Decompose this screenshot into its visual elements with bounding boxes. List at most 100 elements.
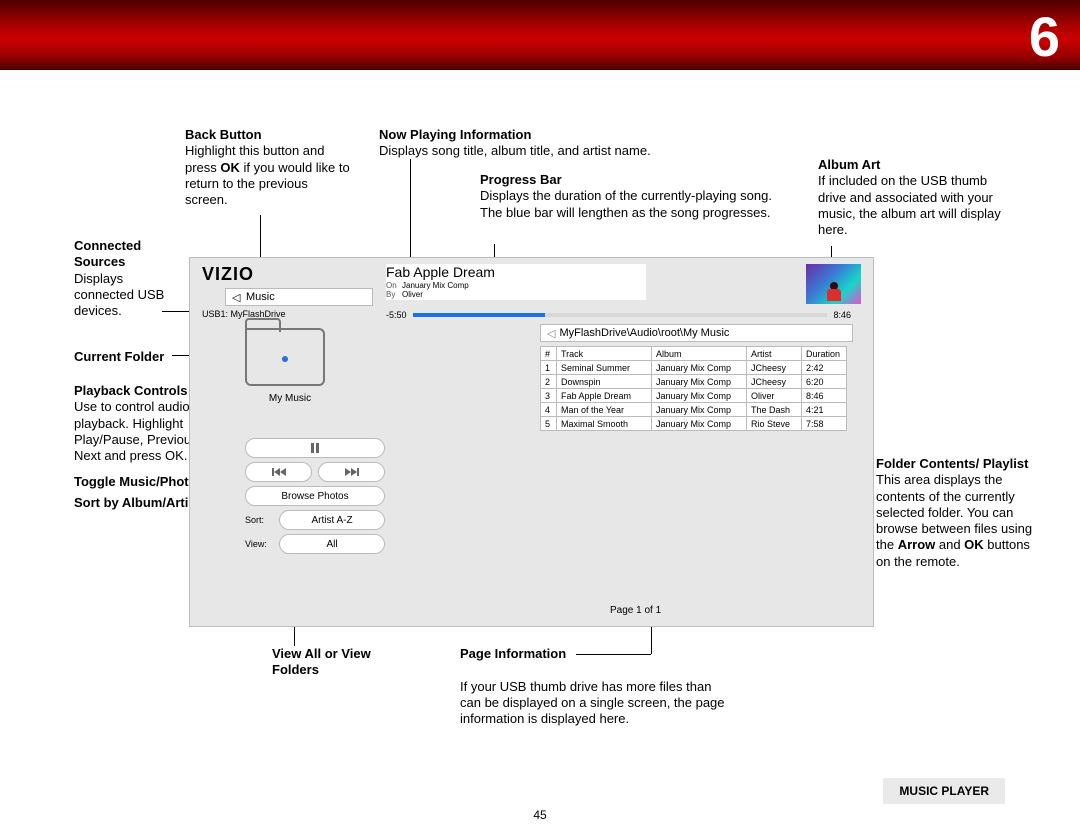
table-row[interactable]: 3Fab Apple DreamJanuary Mix CompOliver8:…	[541, 389, 847, 403]
callout-body: Highlight this button and press OK if yo…	[185, 143, 350, 207]
leader-line	[576, 654, 651, 655]
table-row[interactable]: 5Maximal SmoothJanuary Mix CompRio Steve…	[541, 417, 847, 431]
table-cell: 8:46	[802, 389, 847, 403]
track-table: #TrackAlbumArtistDuration 1Seminal Summe…	[540, 346, 847, 431]
brand-logo: VIZIO	[202, 264, 254, 285]
leader-line	[410, 159, 411, 271]
table-cell: 2	[541, 375, 557, 389]
table-cell: January Mix Comp	[652, 389, 747, 403]
table-cell: January Mix Comp	[652, 403, 747, 417]
callout-progress: Progress Bar Displays the duration of th…	[480, 172, 780, 221]
table-row[interactable]: 2DownspinJanuary Mix CompJCheesy6:20	[541, 375, 847, 389]
table-cell: 4	[541, 403, 557, 417]
now-playing-info: Fab Apple Dream OnJanuary Mix Comp ByOli…	[386, 264, 646, 300]
progress-bar[interactable]	[413, 313, 828, 317]
column-header: Duration	[802, 347, 847, 361]
next-button[interactable]	[318, 462, 385, 482]
callout-body: Displays the duration of the currently-p…	[480, 188, 772, 219]
play-pause-button[interactable]	[245, 438, 385, 458]
callout-page-info: Page Information If your USB thumb drive…	[460, 646, 730, 727]
progress-row: -5:50 8:46	[386, 310, 851, 320]
album-art-figure	[825, 282, 843, 304]
callout-title: Folder Contents/ Playlist	[876, 456, 1028, 471]
table-cell: Seminal Summer	[557, 361, 652, 375]
leader-line	[651, 626, 652, 654]
callout-current-folder: Current Folder	[74, 349, 194, 365]
column-header: Track	[557, 347, 652, 361]
breadcrumb-label: Music	[246, 291, 275, 303]
time-total: 8:46	[833, 310, 851, 320]
callout-title: Album Art	[818, 157, 880, 172]
breadcrumb[interactable]: ◁ Music	[225, 288, 373, 306]
table-row[interactable]: 1Seminal SummerJanuary Mix CompJCheesy2:…	[541, 361, 847, 375]
callout-album-art: Album Art If included on the USB thumb d…	[818, 157, 1018, 238]
section-label: MUSIC PLAYER	[883, 778, 1005, 804]
chevron-left-icon: ◁	[547, 327, 555, 340]
table-cell: JCheesy	[747, 361, 802, 375]
table-row[interactable]: 4Man of the YearJanuary Mix CompThe Dash…	[541, 403, 847, 417]
now-playing-album: January Mix Comp	[402, 281, 469, 290]
callout-body: If included on the USB thumb drive and a…	[818, 173, 1001, 237]
callout-title: Now Playing Information	[379, 127, 531, 142]
callout-title: Connected Sources	[74, 238, 141, 269]
time-elapsed: -5:50	[386, 310, 407, 320]
progress-fill	[413, 313, 546, 317]
album-art	[806, 264, 861, 304]
view-label: View:	[245, 539, 273, 549]
callout-title: Back Button	[185, 127, 262, 142]
view-value-button[interactable]: All	[279, 534, 385, 554]
callout-body: This area displays the contents of the c…	[876, 472, 1032, 568]
callout-title: Current Folder	[74, 349, 164, 364]
column-header: #	[541, 347, 557, 361]
callout-view-all: View All or View Folders	[272, 646, 412, 679]
back-icon[interactable]: ◁	[232, 291, 242, 304]
playback-controls: Browse Photos Sort: Artist A-Z View: All	[245, 438, 385, 558]
music-player-screenshot: VIZIO ◁ Music USB1: MyFlashDrive My Musi…	[189, 257, 874, 627]
callout-body: Displays connected USB devices.	[74, 271, 164, 319]
callout-folder-contents: Folder Contents/ Playlist This area disp…	[876, 456, 1036, 570]
page-info: Page 1 of 1	[610, 605, 661, 616]
table-cell: Maximal Smooth	[557, 417, 652, 431]
table-cell: 6:20	[802, 375, 847, 389]
table-cell: 1	[541, 361, 557, 375]
prev-icon	[272, 468, 286, 476]
path-text: MyFlashDrive\Audio\root\My Music	[559, 327, 729, 339]
table-cell: Oliver	[747, 389, 802, 403]
now-playing-title: Fab Apple Dream	[386, 264, 646, 282]
now-playing-artist: Oliver	[402, 290, 423, 299]
table-cell: January Mix Comp	[652, 417, 747, 431]
callout-body: If your USB thumb drive has more files t…	[460, 679, 725, 727]
sort-value-button[interactable]: Artist A-Z	[279, 510, 385, 530]
page-number: 45	[0, 808, 1080, 822]
table-cell: Rio Steve	[747, 417, 802, 431]
callout-now-playing: Now Playing Information Displays song ti…	[379, 127, 749, 160]
chapter-number: 6	[1029, 4, 1060, 69]
column-header: Artist	[747, 347, 802, 361]
table-cell: 4:21	[802, 403, 847, 417]
pause-icon	[310, 443, 320, 453]
folder-path[interactable]: ◁ MyFlashDrive\Audio\root\My Music	[540, 324, 853, 342]
table-cell: JCheesy	[747, 375, 802, 389]
previous-button[interactable]	[245, 462, 312, 482]
sort-label: Sort:	[245, 515, 273, 525]
table-cell: 2:42	[802, 361, 847, 375]
next-icon	[345, 468, 359, 476]
callout-title: Progress Bar	[480, 172, 562, 187]
folder-indicator-dot	[282, 356, 288, 362]
table-cell: January Mix Comp	[652, 361, 747, 375]
table-cell: Fab Apple Dream	[557, 389, 652, 403]
table-cell: 7:58	[802, 417, 847, 431]
table-cell: 3	[541, 389, 557, 403]
current-folder-label: My Music	[245, 393, 335, 404]
column-header: Album	[652, 347, 747, 361]
table-cell: January Mix Comp	[652, 375, 747, 389]
callout-back-button: Back Button Highlight this button and pr…	[185, 127, 350, 208]
callout-title: Playback Controls	[74, 383, 187, 398]
callout-body: Displays song title, album title, and ar…	[379, 143, 651, 158]
table-cell: Downspin	[557, 375, 652, 389]
header-bar: 6	[0, 0, 1080, 70]
callout-connected-sources: Connected Sources Displays connected USB…	[74, 238, 184, 319]
table-cell: The Dash	[747, 403, 802, 417]
callout-title: Page Information	[460, 646, 566, 661]
browse-photos-button[interactable]: Browse Photos	[245, 486, 385, 506]
